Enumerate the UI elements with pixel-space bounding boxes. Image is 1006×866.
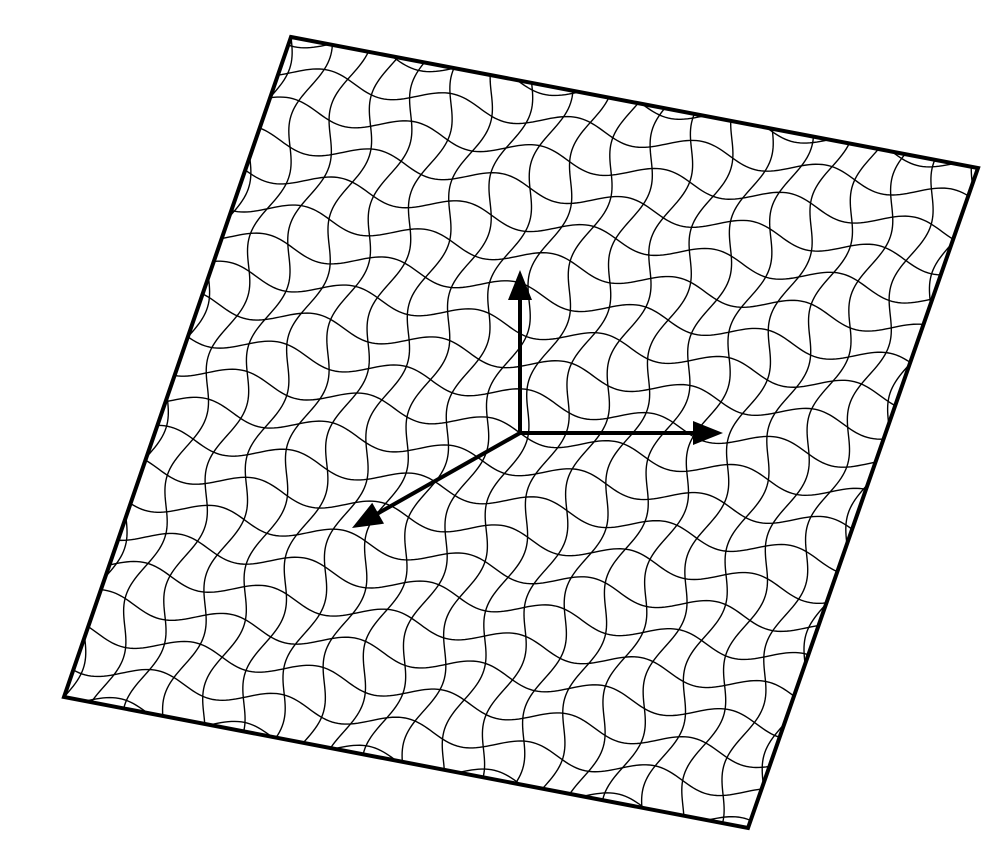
mesh-line-a [121,37,374,766]
mesh-line-a [481,69,761,828]
mesh-line-a [600,86,855,828]
mesh-line-a [420,56,695,823]
mesh-line-b [64,557,849,713]
mesh-line-b [191,152,978,309]
horizontal-axis [520,421,723,445]
arrow-head-icon [693,421,723,445]
mesh-line-b [199,124,978,276]
mesh-line-a [208,37,491,782]
mesh-line-a [154,37,414,772]
mesh-line-b [96,424,898,576]
mesh-line-a [241,37,521,789]
mesh-line-b [135,316,931,476]
mesh-line-a [687,109,972,828]
vertical-axis [508,270,532,433]
mesh-line-a [560,80,817,828]
depth-axis [352,431,521,528]
mesh-line-b [224,56,978,220]
depth-axis-shaft [375,431,521,516]
mesh-line-b [167,223,963,384]
plane-outline [61,34,981,831]
mesh-line-b [153,260,955,412]
mesh-line-b [110,390,906,548]
arrow-head-icon [508,270,532,300]
mesh-line-a [361,41,614,812]
mesh-line-a [181,37,454,777]
mesh-line-b [64,616,829,769]
mesh-line-b [210,96,978,248]
arrow-head-icon [352,502,385,528]
mesh-line-b [64,645,814,810]
mesh-line-b [181,182,974,352]
mesh-line-a [447,63,731,828]
mesh-line-a [321,37,577,804]
coordinate-axes [352,270,723,528]
mesh-line-b [78,480,872,643]
mesh-line-a [632,94,895,828]
mesh-line-a [659,102,936,828]
mesh-line-b [64,588,841,741]
mesh-line-b [86,452,887,605]
